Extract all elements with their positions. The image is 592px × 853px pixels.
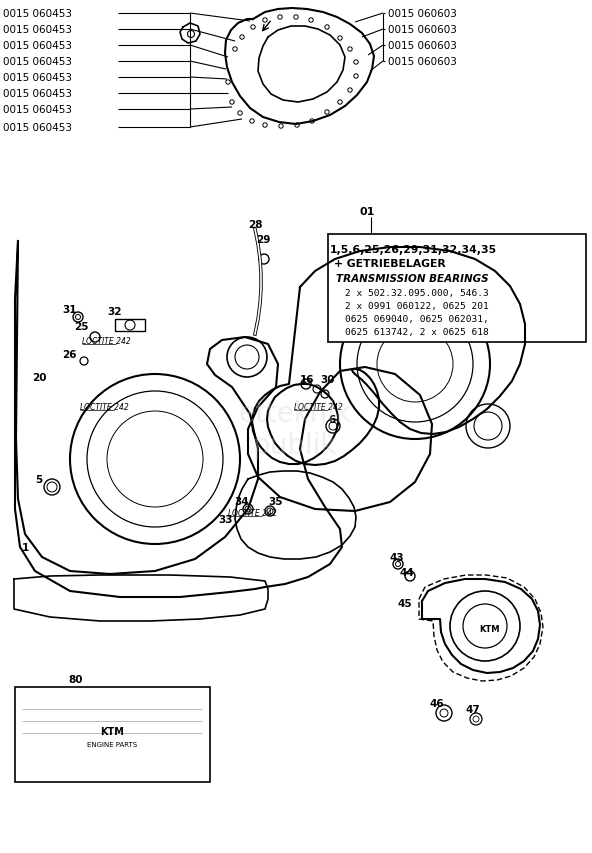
Text: 30: 30: [320, 374, 334, 385]
Text: 28: 28: [248, 220, 262, 229]
Text: 5: 5: [35, 474, 42, 485]
Text: 0015 060453: 0015 060453: [3, 25, 72, 35]
Text: 35: 35: [268, 496, 282, 507]
Text: 31: 31: [62, 305, 76, 315]
Text: 0015 060603: 0015 060603: [388, 25, 457, 35]
Text: 01: 01: [360, 206, 375, 217]
Text: 0625 613742, 2 x 0625 618: 0625 613742, 2 x 0625 618: [345, 328, 489, 337]
Text: 16: 16: [300, 374, 314, 385]
Text: 25: 25: [74, 322, 88, 332]
Text: 1,5,6,25,26,29,31,32,34,35: 1,5,6,25,26,29,31,32,34,35: [330, 245, 497, 255]
Text: 0625 069040, 0625 062031,: 0625 069040, 0625 062031,: [345, 315, 489, 324]
Bar: [115, 320, 145, 332]
Text: 43: 43: [390, 553, 404, 562]
Text: 0015 060453: 0015 060453: [3, 9, 72, 19]
Text: 46: 46: [430, 699, 445, 708]
Text: 0015 060453: 0015 060453: [3, 123, 72, 133]
Text: 34: 34: [234, 496, 249, 507]
Text: + GETRIEBELAGER: + GETRIEBELAGER: [334, 258, 446, 269]
Text: 20: 20: [32, 373, 47, 382]
Text: 29: 29: [256, 235, 271, 245]
Text: LOCTITE 242: LOCTITE 242: [294, 403, 343, 412]
Text: 6: 6: [328, 415, 335, 425]
Text: 45: 45: [398, 598, 413, 608]
Text: 2 x 0991 060122, 0625 201: 2 x 0991 060122, 0625 201: [345, 302, 489, 311]
Text: ENGINE PARTS: ENGINE PARTS: [87, 741, 137, 747]
Text: 0015 060453: 0015 060453: [3, 73, 72, 83]
Text: LOCTITE 242: LOCTITE 242: [228, 509, 276, 518]
Text: 2 x 502.32.095.000, 546.3: 2 x 502.32.095.000, 546.3: [345, 289, 489, 299]
Text: KTM: KTM: [100, 726, 124, 736]
Text: 44: 44: [400, 567, 415, 577]
Text: 80: 80: [68, 674, 82, 684]
Text: 0015 060453: 0015 060453: [3, 105, 72, 115]
Text: etteknik
publik: etteknik publik: [239, 399, 352, 460]
Text: 0015 060453: 0015 060453: [3, 41, 72, 51]
Text: 0015 060603: 0015 060603: [388, 41, 457, 51]
Text: TRANSMISSION BEARINGS: TRANSMISSION BEARINGS: [336, 274, 488, 284]
Text: 33: 33: [218, 514, 233, 525]
Bar: [15, 688, 210, 782]
Text: 0015 060603: 0015 060603: [388, 57, 457, 67]
Text: KTM: KTM: [480, 624, 500, 634]
Text: ·: ·: [397, 559, 400, 568]
Text: 0015 060453: 0015 060453: [3, 57, 72, 67]
Text: LOCTITE 242: LOCTITE 242: [82, 337, 131, 346]
Text: 0015 060453: 0015 060453: [3, 89, 72, 99]
Text: 1: 1: [22, 543, 29, 553]
Text: 26: 26: [62, 350, 76, 360]
Text: 47: 47: [466, 705, 481, 714]
Text: LOCTITE 242: LOCTITE 242: [80, 403, 128, 412]
Text: 32: 32: [107, 306, 121, 316]
Bar: [328, 235, 586, 343]
Text: 0015 060603: 0015 060603: [388, 9, 457, 19]
